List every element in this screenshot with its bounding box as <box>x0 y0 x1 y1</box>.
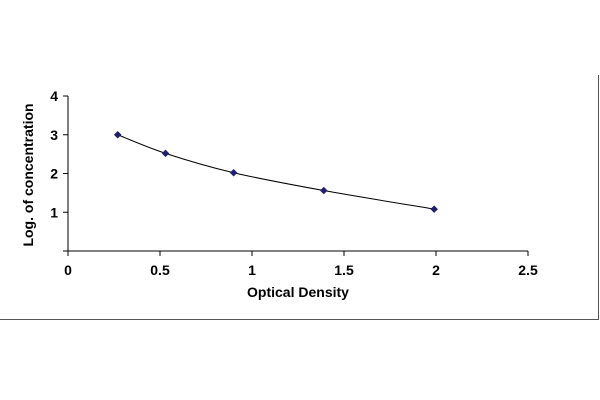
y-tick-label: 3 <box>50 127 58 143</box>
x-tick-label: 0 <box>64 262 72 278</box>
x-tick-label: 2 <box>432 262 440 278</box>
x-tick-label: 2.5 <box>518 262 538 278</box>
y-tick-label: 1 <box>50 204 58 220</box>
x-axis-title: Optical Density <box>247 284 349 300</box>
data-point <box>430 205 439 214</box>
x-ticks: 0 0.5 1 1.5 2 2.5 <box>64 251 538 278</box>
y-tick-label: 4 <box>50 88 58 104</box>
chart-frame <box>0 75 599 320</box>
data-points <box>113 130 439 214</box>
x-tick-label: 1.5 <box>334 262 354 278</box>
x-tick-label: 1 <box>248 262 256 278</box>
data-point <box>161 149 170 158</box>
data-point <box>113 130 122 139</box>
y-tick-label: 2 <box>50 166 58 182</box>
y-axis-title: Log. of concentration <box>20 103 36 246</box>
x-tick-label: 0.5 <box>150 262 170 278</box>
trend-line <box>117 134 435 210</box>
y-ticks: 1 2 3 4 <box>50 88 68 252</box>
data-point <box>319 186 328 195</box>
data-point <box>229 168 238 177</box>
